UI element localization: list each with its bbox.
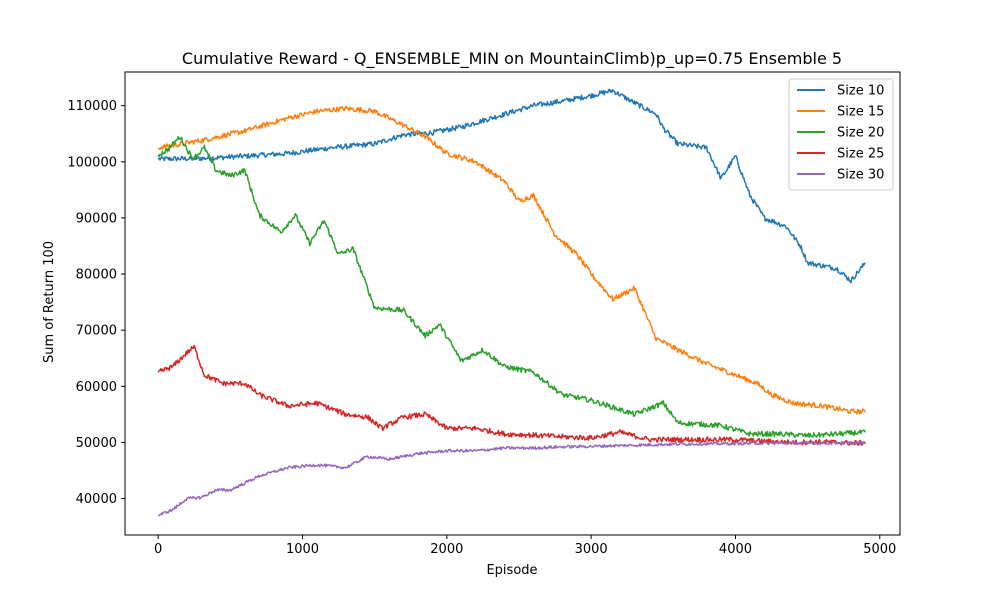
x-tick-label: 2000 bbox=[430, 542, 463, 557]
legend-label: Size 25 bbox=[837, 147, 884, 162]
axes-frame bbox=[124, 71, 901, 536]
x-tick-label: 5000 bbox=[863, 542, 896, 557]
legend-label: Size 20 bbox=[837, 126, 884, 141]
legend: Size 10 Size 15 Size 20 Size 25 Size 30 bbox=[788, 78, 894, 191]
legend-label: Size 10 bbox=[837, 84, 884, 99]
x-axis-label: Episode bbox=[486, 563, 537, 578]
y-tick-label: 90000 bbox=[76, 211, 117, 226]
series-line-size-25 bbox=[157, 344, 866, 446]
series-line-size-20 bbox=[157, 136, 867, 438]
y-tick-label: 50000 bbox=[76, 436, 117, 451]
series-line-size-10 bbox=[157, 88, 866, 284]
legend-box bbox=[788, 78, 894, 191]
x-tick-label: 1000 bbox=[286, 542, 319, 557]
legend-label: Size 15 bbox=[837, 105, 884, 120]
y-axis-label: Sum of Return 100 bbox=[42, 241, 57, 363]
x-tick-label: 4000 bbox=[719, 542, 752, 557]
series-line-size-15 bbox=[157, 105, 866, 415]
series-line-size-30 bbox=[157, 440, 866, 517]
y-tick-label: 110000 bbox=[67, 99, 117, 114]
y-tick-label: 70000 bbox=[76, 324, 117, 339]
y-tick-label: 40000 bbox=[76, 492, 117, 507]
x-tick-label: 3000 bbox=[575, 542, 608, 557]
y-tick-label: 80000 bbox=[76, 268, 117, 283]
y-tick-label: 60000 bbox=[76, 380, 117, 395]
chart-title: Cumulative Reward - Q_ENSEMBLE_MIN on Mo… bbox=[182, 49, 842, 69]
y-tick-label: 100000 bbox=[67, 155, 117, 170]
legend-label: Size 30 bbox=[837, 168, 884, 183]
x-tick-label: 0 bbox=[154, 542, 162, 557]
plot-area: 0 1000 2000 3000 4000 5000 40000 50000 60000 7000… bbox=[67, 71, 901, 557]
